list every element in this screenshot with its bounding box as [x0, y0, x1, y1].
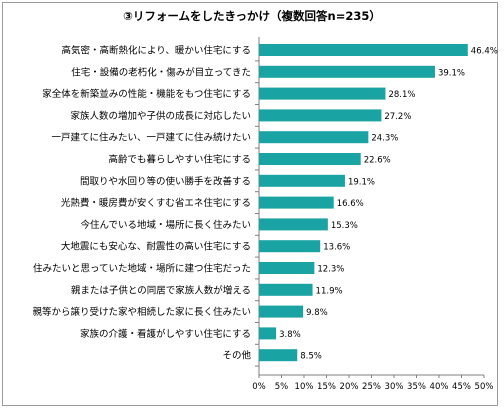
- x-tick-label: 40%: [430, 382, 449, 392]
- bar: [259, 131, 369, 144]
- category-label: 住みたいと思っていた地域・場所に建つ住宅だった: [33, 263, 251, 275]
- value-label: 15.3%: [331, 221, 358, 231]
- bar: [259, 262, 315, 274]
- category-label: 間取りや水回り等の使い勝手を改善する: [80, 175, 251, 187]
- category-label: 親等から譲り受けた家や相続した家に長く住みたい: [32, 306, 251, 318]
- x-tick-label: 45%: [452, 382, 471, 392]
- value-label: 19.1%: [348, 177, 375, 187]
- bar: [259, 305, 304, 318]
- category-label: 今住んでいる地域・場所に長く住みたい: [80, 219, 251, 231]
- bar: [259, 65, 435, 78]
- x-tick-label: 35%: [407, 382, 426, 392]
- value-label: 11.9%: [316, 286, 343, 296]
- bar: [259, 240, 321, 253]
- category-label: 高齢でも暮らしやすい住宅にする: [108, 154, 251, 166]
- category-label: 住宅・設備の老朽化・傷みが目立ってきた: [71, 66, 251, 78]
- x-tick-label: 25%: [362, 382, 381, 392]
- bar: [259, 174, 345, 187]
- value-label: 9.8%: [306, 308, 328, 318]
- category-label: 家族人数の増加や子供の成長に対応したい: [70, 110, 251, 122]
- bar: [259, 283, 313, 296]
- category-label: 光熱費・暖房費が安くすむ省エネ住宅にする: [61, 197, 251, 209]
- bar: [259, 196, 334, 209]
- bar: [259, 109, 382, 122]
- value-label: 13.6%: [323, 243, 350, 253]
- bar: [259, 327, 277, 340]
- category-label: 家全体を新築並みの性能・機能をもつ住宅にする: [42, 88, 251, 100]
- bar: [259, 349, 298, 362]
- bar: [259, 44, 468, 56]
- x-tick-label: 0%: [252, 382, 266, 392]
- x-tick-label: 20%: [340, 382, 359, 392]
- chart-title: ③リフォームをしたきっかけ（複数回答n=235）: [123, 9, 381, 23]
- bar: [259, 153, 361, 165]
- value-label: 39.1%: [438, 68, 465, 78]
- category-label: 大地震にも安心な、耐震性の高い住宅にする: [61, 241, 251, 253]
- category-label: 家族の介護・看護がしやすい住宅にする: [80, 328, 251, 340]
- x-tick-label: 5%: [275, 382, 289, 392]
- category-label: 高気密・高断熱化により、暖かい住宅にする: [61, 45, 251, 57]
- x-tick-label: 10%: [295, 382, 314, 392]
- value-label: 22.6%: [364, 156, 391, 166]
- category-label: 親または子供との同居で家族人数が増える: [71, 284, 251, 296]
- category-label: その他: [222, 350, 251, 362]
- value-label: 46.4%: [471, 47, 498, 57]
- value-label: 16.6%: [337, 199, 364, 209]
- x-tick-label: 15%: [317, 382, 336, 392]
- value-label: 28.1%: [388, 90, 415, 100]
- value-label: 27.2%: [384, 112, 411, 122]
- value-label: 8.5%: [300, 352, 322, 362]
- bar: [259, 87, 386, 100]
- category-label: 一戸建てに住みたい、一戸建てに住み続けたい: [51, 132, 251, 144]
- bar: [259, 218, 328, 231]
- x-tick-label: 50%: [475, 382, 494, 392]
- value-label: 3.8%: [279, 330, 301, 340]
- x-tick-label: 30%: [385, 382, 404, 392]
- value-label: 24.3%: [371, 134, 398, 144]
- value-label: 12.3%: [317, 265, 344, 275]
